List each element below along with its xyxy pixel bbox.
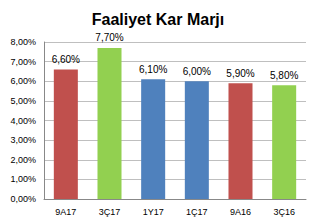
svg-text:1Y17: 1Y17 <box>143 207 164 217</box>
svg-text:6,00%: 6,00% <box>183 66 211 77</box>
svg-text:1Ç17: 1Ç17 <box>186 207 208 217</box>
svg-text:Faaliyet Kar Marjı: Faaliyet Kar Marjı <box>92 11 225 28</box>
svg-text:4,00%: 4,00% <box>10 116 36 126</box>
svg-text:6,00%: 6,00% <box>10 76 36 86</box>
svg-text:7,70%: 7,70% <box>95 32 123 43</box>
svg-text:9A17: 9A17 <box>55 207 76 217</box>
svg-text:3,00%: 3,00% <box>10 135 36 145</box>
svg-text:5,00%: 5,00% <box>10 96 36 106</box>
svg-text:8,00%: 8,00% <box>10 37 36 47</box>
svg-text:5,80%: 5,80% <box>270 70 298 81</box>
svg-text:0,00%: 0,00% <box>10 194 36 204</box>
svg-text:5,90%: 5,90% <box>226 68 254 79</box>
svg-text:1,00%: 1,00% <box>10 174 36 184</box>
svg-text:9A16: 9A16 <box>230 207 251 217</box>
svg-text:3Ç17: 3Ç17 <box>99 207 121 217</box>
svg-text:6,10%: 6,10% <box>139 64 167 75</box>
svg-text:2,00%: 2,00% <box>10 155 36 165</box>
svg-text:3Ç16: 3Ç16 <box>273 207 295 217</box>
svg-text:6,60%: 6,60% <box>52 54 80 65</box>
svg-text:7,00%: 7,00% <box>10 57 36 67</box>
